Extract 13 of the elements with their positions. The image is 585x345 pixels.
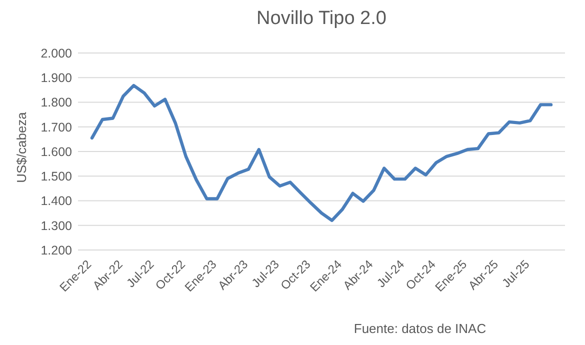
y-tick-label: 1.800 bbox=[40, 96, 72, 110]
y-tick-label: 1.200 bbox=[40, 243, 72, 258]
chart-title: Novillo Tipo 2.0 bbox=[256, 8, 386, 29]
y-tick-label: 1.500 bbox=[40, 170, 72, 184]
y-tick-label: 1.300 bbox=[40, 218, 72, 233]
y-tick-label: 1.900 bbox=[40, 71, 72, 85]
y-tick-label: 1.400 bbox=[40, 194, 72, 208]
y-tick-label: 2.000 bbox=[40, 46, 72, 60]
line-series bbox=[90, 84, 553, 222]
y-axis-title: US$/cabeza bbox=[14, 111, 29, 183]
source-note: Fuente: datos de INAC bbox=[354, 321, 486, 336]
y-tick-label: 1.700 bbox=[40, 120, 72, 134]
y-tick-label: 1.600 bbox=[40, 144, 72, 159]
